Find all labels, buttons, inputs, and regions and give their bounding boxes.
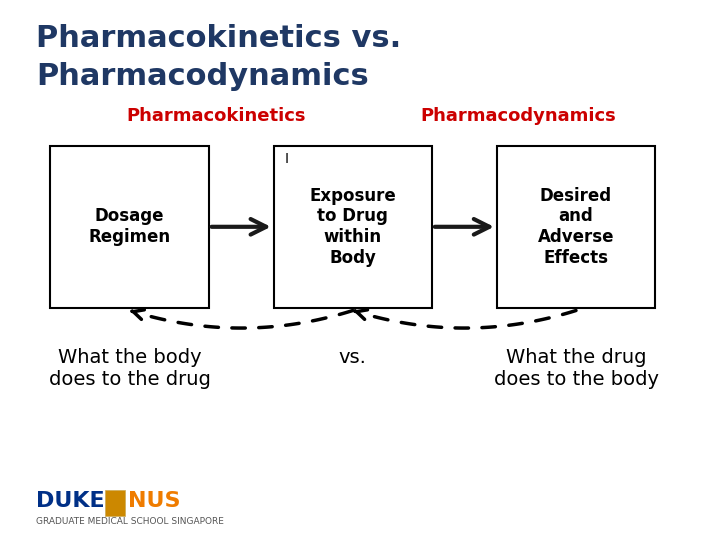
Text: What the drug
does to the body: What the drug does to the body	[493, 348, 659, 389]
FancyBboxPatch shape	[50, 146, 209, 308]
FancyBboxPatch shape	[274, 146, 432, 308]
Text: I: I	[284, 152, 289, 166]
Text: vs.: vs.	[339, 348, 366, 367]
Text: Pharmacodynamics: Pharmacodynamics	[420, 107, 616, 125]
Text: GRADUATE MEDICAL SCHOOL SINGAPORE: GRADUATE MEDICAL SCHOOL SINGAPORE	[36, 517, 224, 525]
Text: NUS: NUS	[128, 491, 181, 511]
FancyBboxPatch shape	[497, 146, 655, 308]
Text: Pharmacokinetics: Pharmacokinetics	[126, 107, 306, 125]
Text: DUKE: DUKE	[36, 491, 104, 511]
FancyBboxPatch shape	[105, 490, 125, 516]
Text: Pharmacokinetics vs.: Pharmacokinetics vs.	[36, 24, 401, 53]
Text: Desired
and
Adverse
Effects: Desired and Adverse Effects	[538, 187, 614, 267]
Text: Exposure
to Drug
within
Body: Exposure to Drug within Body	[310, 187, 396, 267]
Text: What the body
does to the drug: What the body does to the drug	[49, 348, 210, 389]
Text: Dosage
Regimen: Dosage Regimen	[89, 207, 171, 246]
Text: Pharmacodynamics: Pharmacodynamics	[36, 62, 369, 91]
